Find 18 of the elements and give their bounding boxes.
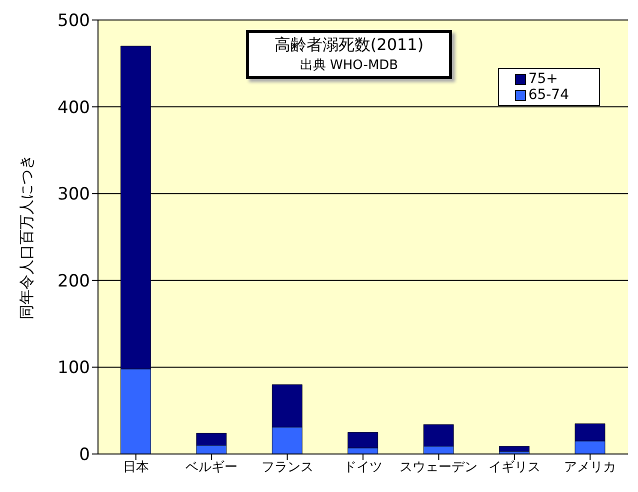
x-tick-label: フランス xyxy=(261,460,314,476)
x-tick-label: ドイツ xyxy=(344,460,382,476)
x-tick-label: ベルギー xyxy=(186,460,238,476)
x-tick-label: 日本 xyxy=(122,460,149,476)
bar xyxy=(499,446,530,452)
y-axis-title: 同年令人口百万人につき xyxy=(17,154,36,320)
y-tick-label: 0 xyxy=(79,445,90,466)
y-tick-label: 500 xyxy=(58,11,90,32)
legend-label: 75+ xyxy=(527,71,559,87)
y-tick-label: 100 xyxy=(58,358,90,378)
y-tick-label: 300 xyxy=(58,184,90,205)
x-tick-label: スウェーデン xyxy=(400,460,478,476)
legend-label: 65-74 xyxy=(527,87,569,103)
x-tick-label: アメリカ xyxy=(564,460,616,476)
y-tick-label: 200 xyxy=(58,271,90,292)
x-tick-label: イギリス xyxy=(488,460,540,476)
y-tick-label: 400 xyxy=(58,98,90,118)
title-frame: 高齢者溺死数(2011) 出典 WHO-MDB xyxy=(246,30,452,79)
